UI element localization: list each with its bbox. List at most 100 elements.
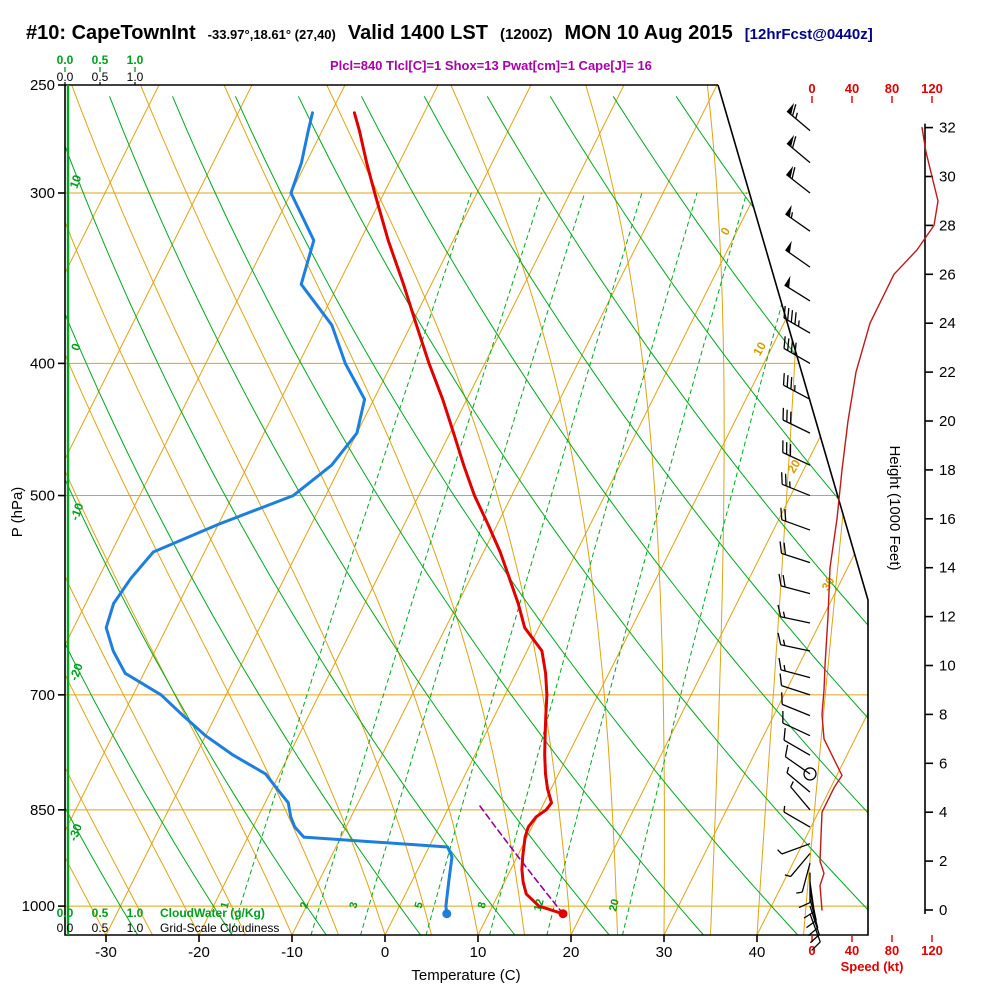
redlab-text: 40 [845,81,859,96]
tick-text: 8 [939,706,947,723]
wind-barb [784,275,811,302]
forecast-tag: [12hrFcst@0440z] [744,26,873,43]
wind-barb [779,673,811,696]
scale-green-text: 1.0 [127,906,144,920]
lab-green-sm-text: 3 [347,901,360,910]
wind-barb [783,305,811,334]
speed-profile [819,126,939,911]
lab-green-sm-text: 1 [219,901,232,910]
scale-black-text: 0.0 [57,70,74,84]
redlab-text: 120 [921,943,943,958]
wind-barbs [777,102,821,951]
wind-barb [783,728,811,756]
wind-barb [777,843,811,855]
scale-green-text: CloudWater (g/Kg) [160,906,265,920]
wind-barb [785,165,811,194]
scale-green-text: 0.5 [92,906,109,920]
wind-barb [778,657,811,679]
wind-barb [796,862,811,894]
tick-text: 10 [470,944,487,961]
tick-text: 22 [939,364,956,381]
tick-text: 0 [381,944,389,961]
wind-barb [777,604,811,624]
redlab-text: 80 [885,81,899,96]
wind-barb [786,134,811,164]
wind-barb [782,710,811,737]
tick-text: 250 [30,77,55,94]
tick-text: 500 [30,488,55,505]
tick-text: 18 [939,462,956,479]
tick-text: 14 [939,560,956,577]
station-coords: -33.97°,18.61° (27,40) [207,27,336,42]
speed-axis: 0040408080120120Speed (kt) [808,81,942,974]
tick-text: 2 [939,853,947,870]
dewpoint-curve [104,111,454,916]
scale-green-text: 1.0 [127,53,144,67]
lab-green-sm-text: 2 [298,901,311,910]
tick-text: 26 [939,266,956,283]
tick-text: 300 [30,185,55,202]
scale-black-text: 0.5 [92,70,109,84]
tick-text: 4 [939,804,947,821]
plot-frame [64,84,869,936]
lab-green-sm-text: 20 [607,898,622,913]
lab-green-sm-text: 5 [413,901,426,910]
tick-text: 12 [939,609,956,626]
wind-barb [779,541,811,564]
wind-barb [785,204,811,232]
lab-green-text: -20 [67,661,86,682]
tick-text: 0 [939,902,947,919]
axis-title-text: Height (1000 Feet) [886,445,903,570]
tick-text: 20 [563,944,580,961]
wind-barb [785,240,811,268]
wind-barb [786,102,811,132]
wind-barb [783,336,811,364]
tick-text: 850 [30,802,55,819]
redlab-text: 120 [921,81,943,96]
lab-green-text: 0 [68,341,84,352]
surface-dewpoint-dot [442,909,452,919]
sounding-profiles [104,111,568,919]
scale-green-text: 0.0 [57,906,74,920]
lab-green-text: -30 [66,822,85,843]
wind-barb [783,805,811,828]
wind-barb [780,507,811,531]
tick-text: 700 [30,687,55,704]
valid-zulu: (1200Z) [499,26,553,43]
temperature-axis: -30 -20 -10 0 10 20 30 40 Temperature (C) [95,935,765,984]
tick-text: 32 [939,120,956,137]
scale-green-text: 0.5 [92,53,109,67]
scale-black-text: 1.0 [127,70,144,84]
scale-black-text: 1.0 [127,921,144,935]
wind-barb [782,373,811,400]
lab-tan-text: 30 [819,574,838,593]
skewt-background [65,85,868,935]
wind-barb [790,781,811,811]
temperature-curve [352,111,565,916]
tick-text: 28 [939,217,956,234]
wind-barb [784,744,817,781]
wind-barb [782,407,811,434]
wind-barb [798,872,811,909]
wind-barb [781,692,811,717]
redlab-text: Speed (kt) [841,959,904,974]
tick-text: 30 [656,944,673,961]
wind-barb [781,472,811,497]
tick-text: -20 [188,944,210,961]
cloud-scales: 0.00.00.50.51.01.0 CloudWater (g/Kg)0.00.… [57,53,280,935]
scale-black-text: Grid-Scale Cloudiness [160,921,279,935]
sounding-parameters: Plcl=840 Tlcl[C]=1 Shox=13 Pwat[cm]=1 Ca… [330,58,652,73]
wind-barb [809,913,821,951]
wind-barb [786,766,811,793]
wind-barb [784,853,811,878]
tick-text: 30 [939,169,956,186]
redlab-text: 0 [808,81,815,96]
tick-text: 10 [939,658,956,675]
tick-text: 6 [939,755,947,772]
tick-text: -30 [95,944,117,961]
tick-text: 16 [939,511,956,528]
lab-green-sm-text: 8 [476,901,489,910]
